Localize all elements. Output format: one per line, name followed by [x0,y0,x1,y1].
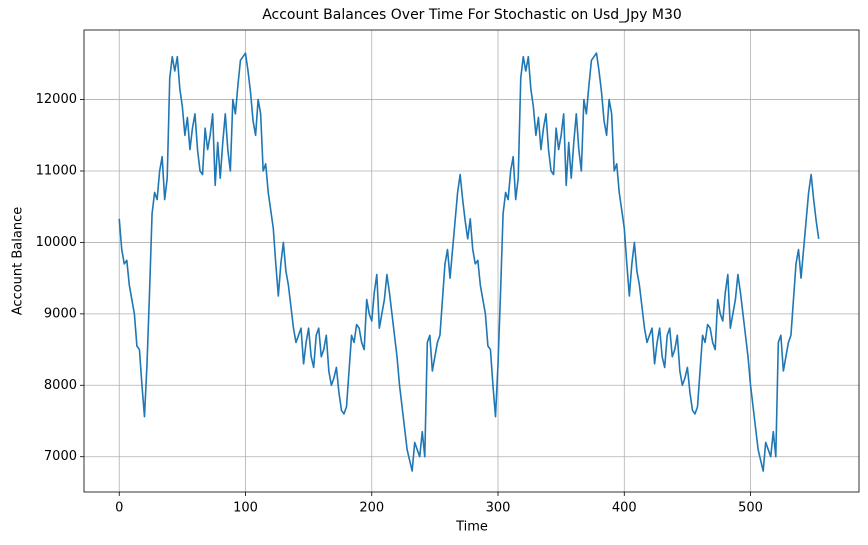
chart-title: Account Balances Over Time For Stochasti… [262,7,682,23]
x-tick-label: 0 [115,501,123,516]
y-tick-label: 9000 [44,306,77,321]
x-tick-label: 300 [486,501,511,516]
y-tick-label: 10000 [36,235,77,250]
y-tick-label: 8000 [44,378,77,393]
plot-frame [83,29,860,493]
x-tick-label: 200 [359,501,384,516]
y-tick-label: 7000 [44,449,77,464]
x-tick-label: 500 [738,501,763,516]
y-tick-label: 12000 [36,92,77,107]
y-tick-label: 11000 [36,164,77,179]
y-axis-label: Account Balance [11,207,26,315]
balance-line [118,52,820,472]
x-tick-label: 400 [612,501,637,516]
x-axis-label: Time [455,520,488,535]
x-tick-label: 100 [233,501,258,516]
